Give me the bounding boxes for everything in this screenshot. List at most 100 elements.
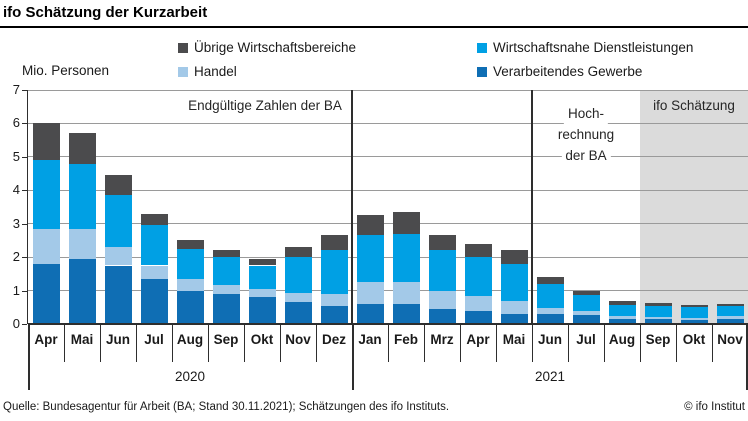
gridline — [28, 223, 748, 225]
month-label-7: Nov — [285, 332, 311, 347]
bar-segment-verarbeitendes-gewerbe — [248, 297, 276, 324]
year-label-2021: 2021 — [534, 369, 566, 384]
bar-segment--brige-wirtschaftsbereiche — [680, 304, 708, 307]
bar-segment-wirtschaftsnahe-dienstleistungen — [464, 257, 492, 296]
bar-segment-handel — [32, 228, 60, 264]
month-label-2: Jun — [105, 332, 130, 347]
bar-segment--brige-wirtschaftsbereiche — [572, 290, 600, 295]
bar-segment-verarbeitendes-gewerbe — [680, 319, 708, 324]
bar-segment-verarbeitendes-gewerbe — [608, 318, 636, 324]
bar-segment-verarbeitendes-gewerbe — [428, 308, 456, 324]
bar-segment-wirtschaftsnahe-dienstleistungen — [428, 250, 456, 291]
y-tick-mark — [22, 324, 27, 325]
bar-segment-wirtschaftsnahe-dienstleistungen — [248, 265, 276, 289]
bar-segment--brige-wirtschaftsbereiche — [464, 243, 492, 258]
month-label-5: Sep — [213, 332, 239, 347]
bar-segment-verarbeitendes-gewerbe — [536, 313, 564, 324]
source-note: Quelle: Bundesagentur für Arbeit (BA; St… — [3, 401, 450, 413]
bar-segment-verarbeitendes-gewerbe — [212, 293, 240, 324]
year-boundary-tick — [746, 324, 748, 390]
bar-segment-handel — [536, 307, 564, 314]
month-tick — [208, 324, 209, 362]
bar-segment-wirtschaftsnahe-dienstleistungen — [32, 160, 60, 229]
month-tick — [460, 324, 461, 362]
month-label-14: Jun — [537, 332, 562, 347]
month-tick — [244, 324, 245, 362]
legend-label: Verarbeitendes Gewerbe — [493, 64, 643, 79]
gridline — [28, 290, 748, 292]
bar-segment-wirtschaftsnahe-dienstleistungen — [284, 257, 312, 294]
gridline — [28, 89, 748, 91]
bar-segment-wirtschaftsnahe-dienstleistungen — [608, 304, 636, 316]
bar-segment--brige-wirtschaftsbereiche — [32, 123, 60, 161]
bar-segment-wirtschaftsnahe-dienstleistungen — [500, 263, 528, 301]
legend-item: Übrige Wirtschaftsbereiche — [178, 40, 356, 55]
bar-segment-handel — [284, 293, 312, 303]
legend-label: Handel — [194, 64, 237, 79]
y-tick-label: 7 — [12, 82, 20, 97]
month-tick — [676, 324, 677, 362]
footer: Quelle: Bundesagentur für Arbeit (BA; St… — [3, 401, 745, 413]
bar-segment-wirtschaftsnahe-dienstleistungen — [716, 305, 744, 317]
bar-segment--brige-wirtschaftsbereiche — [104, 175, 132, 196]
bar-segment-verarbeitendes-gewerbe — [68, 258, 96, 324]
bar-segment-wirtschaftsnahe-dienstleistungen — [212, 257, 240, 285]
bar-segment--brige-wirtschaftsbereiche — [392, 212, 420, 234]
bar-segment-handel — [392, 282, 420, 304]
month-label-12: Apr — [466, 332, 490, 347]
chart-title: ifo Schätzung der Kurzarbeit — [3, 4, 208, 21]
bar-segment-verarbeitendes-gewerbe — [716, 318, 744, 324]
bar-segment--brige-wirtschaftsbereiche — [68, 133, 96, 164]
y-tick-mark — [22, 156, 27, 158]
bar-segment-wirtschaftsnahe-dienstleistungen — [104, 195, 132, 248]
y-tick-label: 3 — [12, 215, 20, 231]
bar-segment-wirtschaftsnahe-dienstleistungen — [356, 235, 384, 283]
gridline — [28, 189, 748, 191]
bar-segment--brige-wirtschaftsbereiche — [536, 276, 564, 284]
bar-segment-handel — [356, 282, 384, 304]
legend-label: Wirtschaftsnahe Dienstleistungen — [493, 40, 694, 55]
month-tick — [64, 324, 65, 362]
month-label-3: Jul — [144, 332, 164, 347]
copyright-note: © ifo Institut — [684, 401, 745, 413]
bar-segment-verarbeitendes-gewerbe — [104, 265, 132, 324]
bar-segment-verarbeitendes-gewerbe — [392, 303, 420, 324]
bar-segment-wirtschaftsnahe-dienstleistungen — [68, 163, 96, 229]
month-tick — [388, 324, 389, 362]
bar-segment--brige-wirtschaftsbereiche — [356, 215, 384, 236]
month-tick — [280, 324, 281, 362]
bar-segment-verarbeitendes-gewerbe — [176, 290, 204, 324]
month-tick — [712, 324, 713, 362]
bar-segment-handel — [644, 316, 672, 320]
annotation-hochrechnung-line: rechnung — [553, 124, 619, 145]
month-label-13: Mai — [502, 332, 526, 347]
annotation-ifo-schaetzung: ifo Schätzung — [653, 98, 735, 113]
month-label-8: Dez — [321, 332, 346, 347]
bar-segment-handel — [248, 288, 276, 298]
bar-segment--brige-wirtschaftsbereiche — [176, 240, 204, 249]
year-label-2020: 2020 — [174, 369, 206, 384]
bar-segment--brige-wirtschaftsbereiche — [428, 235, 456, 251]
bar-segment-wirtschaftsnahe-dienstleistungen — [644, 305, 672, 317]
bar-segment-wirtschaftsnahe-dienstleistungen — [572, 294, 600, 311]
annotation-hochrechnung-line: Hoch- — [563, 103, 609, 124]
month-label-1: Mai — [70, 332, 94, 347]
bar-segment-verarbeitendes-gewerbe — [500, 313, 528, 324]
y-tick-mark — [22, 290, 27, 292]
annotation-endgueltige-zahlen-ba: Endgültige Zahlen der BA — [184, 98, 346, 113]
month-label-9: Jan — [358, 332, 382, 347]
bar-segment-wirtschaftsnahe-dienstleistungen — [176, 248, 204, 279]
month-tick — [604, 324, 605, 362]
y-tick-label: 5 — [12, 148, 20, 164]
x-axis: Apr Mai Jun Jul Aug Sep Okt Nov Dez Jan Feb Mrz Apr M… — [28, 324, 748, 394]
month-tick — [568, 324, 569, 362]
legend-swatch — [477, 66, 487, 77]
y-tick-label: 1 — [12, 282, 20, 298]
bar-segment-handel — [464, 295, 492, 311]
bar-segment--brige-wirtschaftsbereiche — [608, 300, 636, 305]
gridline — [28, 256, 748, 258]
month-label-17: Sep — [645, 332, 671, 347]
month-label-0: Apr — [34, 332, 58, 347]
bar-segment-wirtschaftsnahe-dienstleistungen — [140, 225, 168, 266]
